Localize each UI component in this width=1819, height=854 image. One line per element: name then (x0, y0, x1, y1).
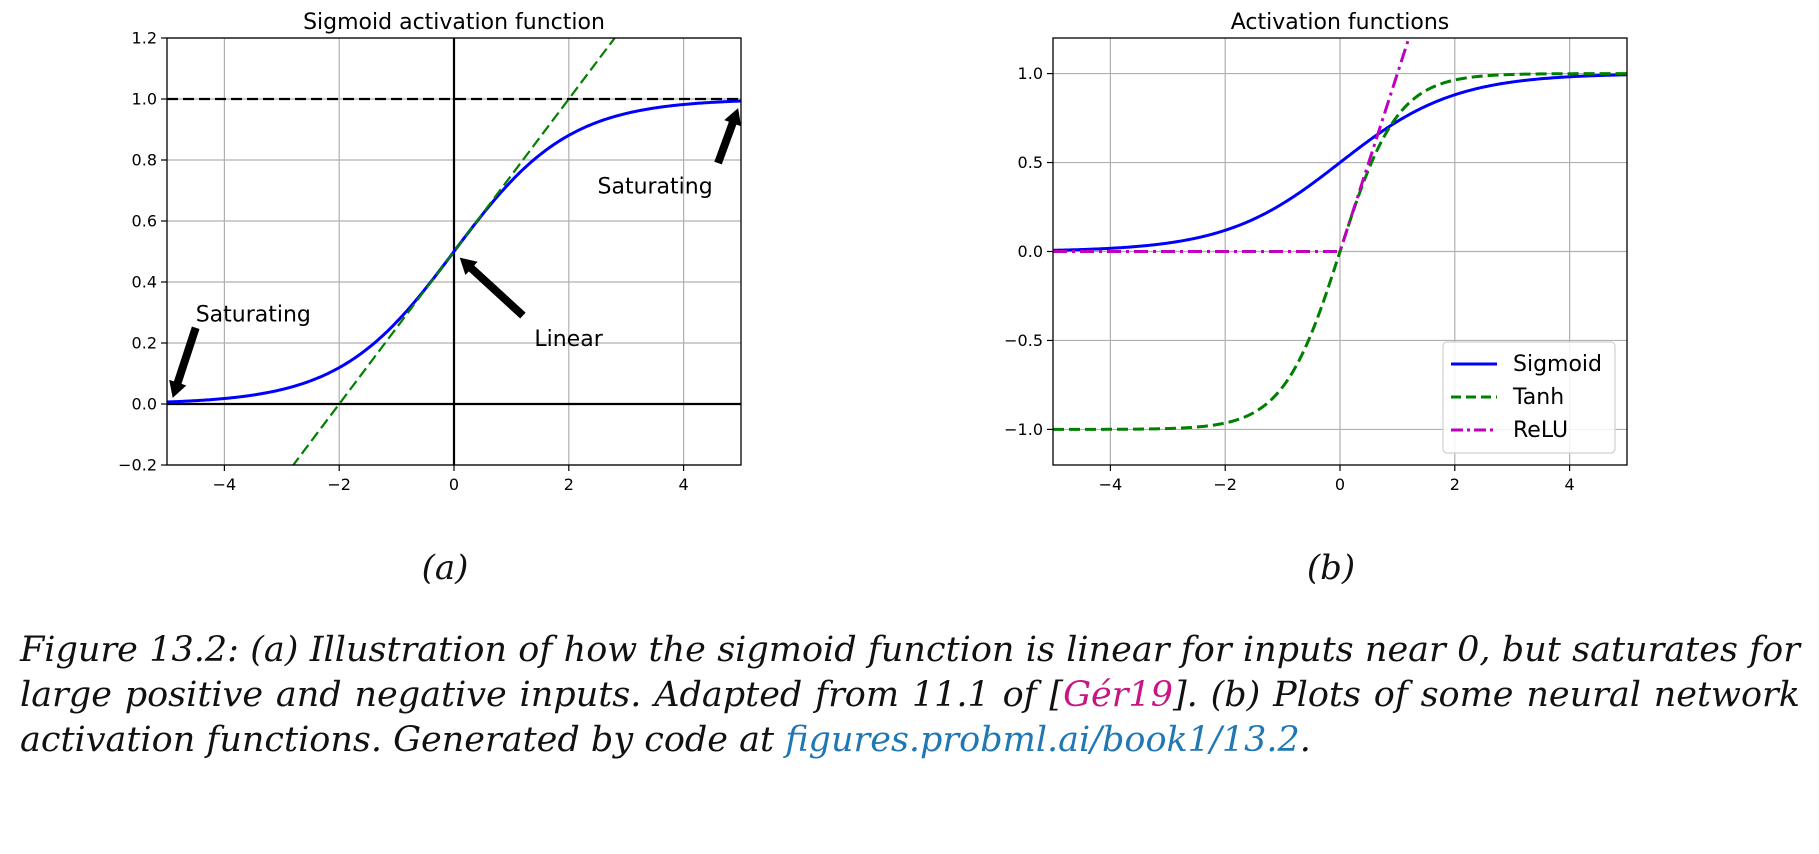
caption-text-1: Figure 13.2: (a) Illustration of how the… (20, 630, 1800, 715)
y-tick-label: −0.2 (118, 456, 157, 475)
annotation-arrow (169, 326, 200, 398)
y-tick-label: 1.0 (132, 90, 157, 109)
figure-caption: Figure 13.2: (a) Illustration of how the… (20, 628, 1800, 763)
y-tick-label: 0.8 (132, 151, 157, 170)
annotation-label: Saturating (196, 303, 311, 328)
annotation-label: Linear (534, 327, 603, 352)
code-url-link[interactable]: figures.probml.ai/book1/13.2 (785, 720, 1300, 760)
sigmoid-chart: −4 −2 0 2 4 −0.2 0.0 0.2 0.4 0.6 0.8 1.0 1.2 Sigmoid … (118, 10, 742, 494)
x-tick-label: 4 (679, 475, 689, 494)
x-tick-label: 0 (449, 475, 459, 494)
series-line-sigmoid (167, 99, 741, 404)
caption-text-2: ]. (b) Plots of some neural network acti… (20, 675, 1800, 760)
subcaption-a: (a) (421, 548, 469, 588)
annotation-label: Saturating (598, 175, 713, 200)
chart-title: Sigmoid activation function (303, 10, 605, 35)
x-tick-label: −2 (327, 475, 351, 494)
annotation-arrow (714, 108, 742, 165)
y-tick-label: 0.4 (132, 273, 157, 292)
y-tick-label: 0.2 (132, 334, 157, 353)
y-tick-label: 0.0 (132, 395, 157, 414)
y-tick-label: 0.6 (132, 212, 157, 231)
caption-text-3: . (1299, 720, 1311, 760)
y-tick-label: 1.2 (132, 29, 157, 48)
x-tick-label: −4 (213, 475, 237, 494)
citation-link[interactable]: Gér19 (1063, 675, 1174, 715)
x-tick-label: 2 (564, 475, 574, 494)
plot-area (167, 38, 741, 465)
annotation-arrow (459, 257, 526, 319)
subcaption-b: (b) (1306, 548, 1356, 588)
